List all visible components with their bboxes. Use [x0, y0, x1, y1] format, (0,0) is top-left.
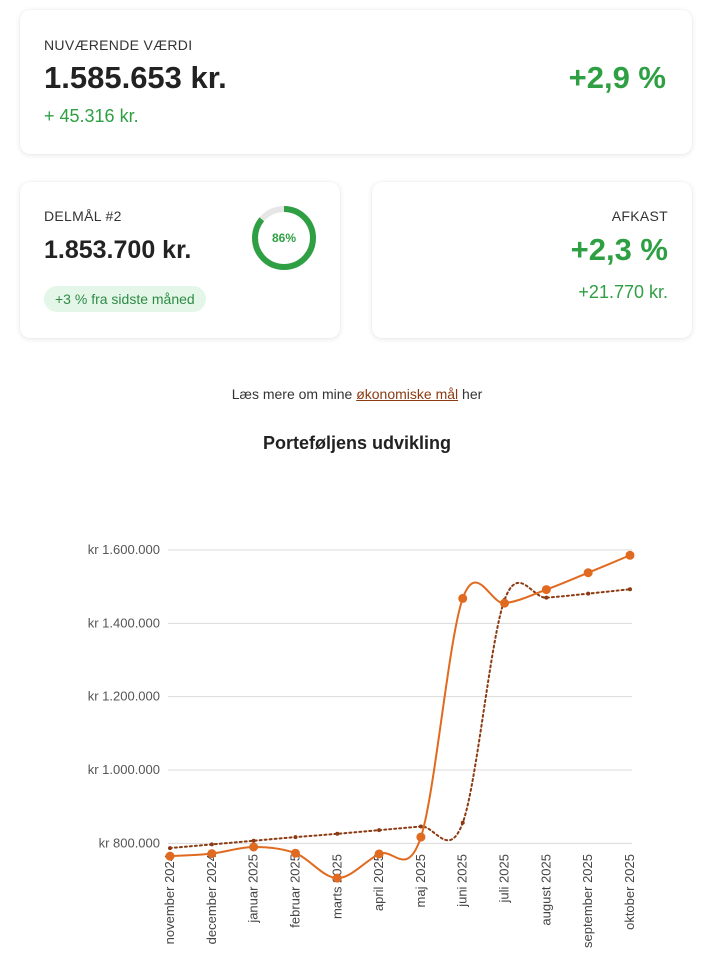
- current-value-card: NUVÆRENDE VÆRDI 1.585.653 kr. + 45.316 k…: [20, 10, 692, 154]
- y-tick-label: kr 800.000: [99, 835, 160, 850]
- x-tick-label: juli 2025: [497, 854, 512, 903]
- x-tick-label: august 2025: [538, 854, 553, 926]
- readmore-prefix: Læs mere om mine: [231, 386, 357, 402]
- x-tick-label: december 2024: [204, 854, 219, 944]
- x-tick-label: oktober 2025: [622, 854, 637, 930]
- goal-card: DELMÅL #2 1.853.700 kr. 86% +3 % fra sid…: [20, 182, 340, 338]
- return-card: AFKAST +2,3 % +21.770 kr.: [372, 182, 692, 338]
- data-point-target[interactable]: [628, 587, 632, 592]
- readmore-text: Læs mere om mine økonomiske mål her: [0, 386, 714, 402]
- x-tick-label: april 2025: [371, 854, 386, 911]
- data-point-actual[interactable]: [249, 842, 259, 852]
- x-tick-label: marts 2025: [329, 854, 344, 919]
- current-value-percent: +2,9 %: [568, 60, 666, 95]
- x-tick-label: november 2024: [162, 854, 177, 944]
- data-point-target[interactable]: [335, 831, 340, 836]
- data-point-target[interactable]: [544, 595, 549, 600]
- current-value-caption: NUVÆRENDE VÆRDI: [44, 37, 193, 53]
- goal-progress-ring: [252, 206, 316, 270]
- x-tick-label: februar 2025: [287, 854, 302, 928]
- data-point-actual[interactable]: [458, 593, 468, 603]
- data-point-target[interactable]: [377, 828, 382, 833]
- y-tick-label: kr 1.400.000: [88, 615, 160, 630]
- data-point-target[interactable]: [293, 835, 298, 840]
- series-line-target: [169, 582, 631, 850]
- data-point-target[interactable]: [460, 820, 465, 825]
- data-point-actual[interactable]: [374, 849, 384, 859]
- data-point-actual[interactable]: [416, 832, 426, 842]
- data-point-target[interactable]: [209, 842, 214, 847]
- data-point-actual[interactable]: [625, 550, 635, 560]
- chart-title: Porteføljens udvikling: [262, 433, 452, 453]
- data-point-target[interactable]: [168, 846, 172, 851]
- goal-change-badge: +3 % fra sidste måned: [44, 286, 206, 312]
- data-point-actual[interactable]: [207, 849, 217, 859]
- portfolio-chart: kr 800.000 kr 1.000.000 kr 1.200.000 kr 1.4…: [88, 542, 637, 948]
- data-point-target[interactable]: [586, 591, 591, 596]
- series-line-actual: [169, 554, 631, 880]
- return-caption: AFKAST: [611, 208, 668, 224]
- return-amount: +21.770 kr.: [578, 282, 668, 302]
- goal-caption: DELMÅL #2: [44, 208, 122, 224]
- data-point-target[interactable]: [251, 838, 256, 843]
- y-tick-label: kr 1.200.000: [88, 689, 160, 704]
- goal-progress-label: 86%: [271, 231, 297, 245]
- data-point-actual[interactable]: [541, 585, 551, 595]
- x-tick-label: september 2025: [580, 854, 595, 948]
- goal-amount: 1.853.700 kr.: [44, 236, 192, 264]
- data-point-actual[interactable]: [290, 848, 300, 858]
- data-point-actual[interactable]: [332, 873, 342, 883]
- x-tick-label: januar 2025: [246, 854, 261, 924]
- goal-progress-arc: [252, 206, 316, 270]
- readmore-suffix: her: [458, 386, 483, 402]
- x-tick-label: maj 2025: [413, 854, 428, 907]
- y-tick-label: kr 1.000.000: [88, 762, 160, 777]
- x-tick-label: juni 2025: [455, 854, 470, 908]
- data-point-target[interactable]: [418, 824, 423, 829]
- return-percent: +2,3 %: [570, 232, 668, 267]
- data-point-actual[interactable]: [583, 568, 593, 578]
- data-point-actual[interactable]: [165, 851, 175, 861]
- current-value-change: + 45.316 kr.: [44, 106, 139, 126]
- financial-goals-link[interactable]: økonomiske mål: [356, 386, 459, 402]
- y-tick-label: kr 1.600.000: [88, 542, 160, 557]
- data-point-actual[interactable]: [500, 598, 510, 608]
- current-value-amount: 1.585.653 kr.: [44, 60, 227, 95]
